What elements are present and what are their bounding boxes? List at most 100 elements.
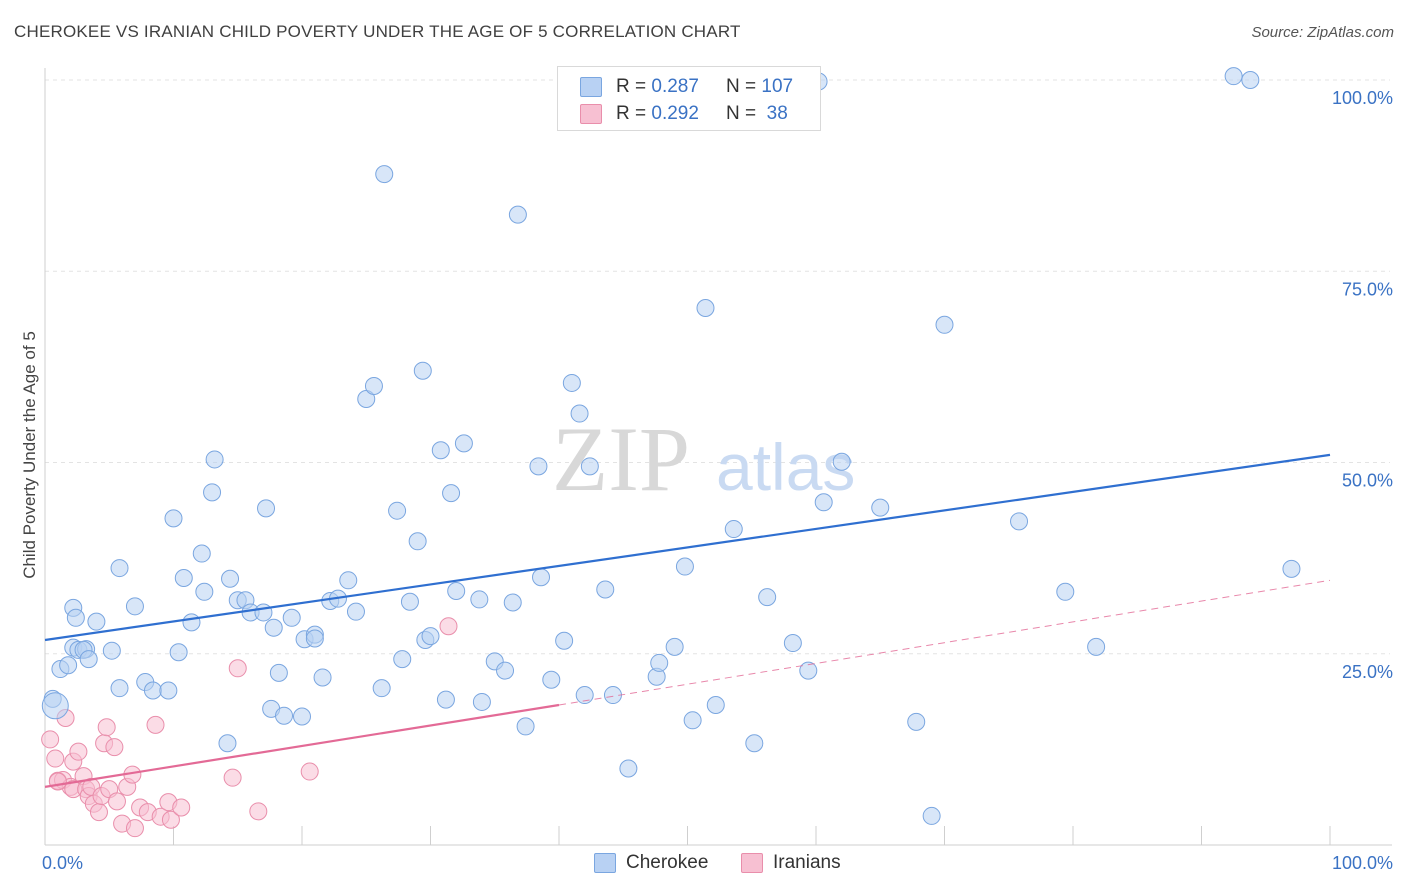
cherokee-point [218, 734, 237, 753]
cherokee-point [516, 717, 535, 736]
cherokee-point [203, 483, 222, 502]
legend-swatch-cherokee [580, 77, 602, 97]
iranian-point [41, 730, 60, 749]
cherokee-point [675, 557, 694, 576]
cherokee-point [496, 661, 515, 680]
legend-label-iranians: Iranians [773, 852, 841, 873]
cherokee-point [254, 603, 273, 622]
legend-n-label: N = [726, 103, 762, 124]
cherokee-point [87, 612, 106, 631]
cherokee-point [275, 706, 294, 725]
cherokee-point [596, 580, 615, 599]
grid-layer [45, 79, 1390, 655]
legend-item-iranians[interactable]: Iranians [741, 852, 841, 874]
cherokee-point [555, 631, 574, 650]
iranian-point [300, 762, 319, 781]
cherokee-point [192, 544, 211, 563]
cherokee-point [1282, 559, 1301, 578]
x-tick-label: 100.0% [1332, 853, 1393, 873]
trend-layer [44, 453, 1331, 788]
iranian-point [107, 792, 126, 811]
legend-r-label: R = [616, 76, 652, 97]
cherokee-point [221, 569, 240, 588]
cherokee-point [650, 653, 669, 672]
cherokee-point [143, 681, 162, 700]
cherokee-point [313, 668, 332, 687]
cherokee-point [508, 205, 527, 224]
cherokee-point [110, 559, 129, 578]
cherokee-point [529, 457, 548, 476]
cherokee-point [400, 592, 419, 611]
iranian-point [228, 659, 247, 678]
cherokee-point [580, 457, 599, 476]
cherokee-point [758, 588, 777, 607]
cherokee-point [814, 493, 833, 512]
cherokee-point [339, 571, 358, 590]
cherokee-point [1224, 67, 1243, 86]
cherokee-point [696, 298, 715, 317]
legend-swatch-iranians [741, 853, 763, 873]
cherokee-point [79, 650, 98, 669]
cherokee-point [125, 597, 144, 616]
legend-r-value: 0.287 [651, 76, 699, 97]
cherokee-point [454, 434, 473, 453]
cherokee-point [174, 569, 193, 588]
cherokee-point [413, 361, 432, 380]
cherokee-point [542, 670, 561, 689]
legend-row-cherokee: R = 0.287 N = 107 [580, 75, 793, 99]
cherokee-point [195, 582, 214, 601]
cherokee-point [575, 686, 594, 705]
watermark-atlas: atlas [716, 430, 855, 504]
iranian-point [89, 803, 108, 822]
y-tick-label: 100.0% [1332, 88, 1393, 108]
cherokee-point [159, 681, 178, 700]
iranian-point [69, 742, 88, 761]
cherokee-point [293, 707, 311, 726]
cherokee-point [799, 661, 818, 680]
legend-row-iranians: R = 0.292 N = 38 [580, 102, 788, 126]
cherokee-point [745, 734, 764, 753]
cherokee-point [470, 590, 489, 609]
correlation-legend: R = 0.287 N = 107 R = 0.292 N = 38 [557, 66, 821, 131]
cherokee-point [182, 613, 201, 632]
cherokee-point [562, 373, 581, 392]
iranian-point [46, 749, 65, 768]
legend-n-value: 107 [761, 76, 794, 97]
iranian-point [97, 718, 116, 737]
legend-item-cherokee[interactable]: Cherokee [594, 852, 708, 874]
iranian-point [223, 768, 242, 787]
legend-n-value: 38 [761, 103, 788, 124]
cherokee-point [436, 690, 455, 709]
cherokee-point [264, 618, 283, 637]
cherokee-point [110, 679, 129, 698]
cherokee-point [683, 711, 702, 730]
cherokee-point [282, 608, 301, 627]
watermark: ZIP atlas [552, 408, 855, 510]
iranian-point [146, 715, 165, 734]
iranian-point [105, 738, 124, 757]
cherokee-point [706, 696, 725, 715]
cherokee-point [393, 650, 412, 669]
cherokee-trend-line [44, 453, 1331, 642]
cherokee-point [832, 452, 851, 471]
cherokee-point [447, 582, 466, 601]
cherokee-point [1056, 582, 1075, 601]
axes-layer: 25.0% 50.0% 75.0% 100.0% 0.0% 100.0% [42, 68, 1393, 873]
cherokee-point [41, 692, 69, 720]
chart-title: CHEROKEE VS IRANIAN CHILD POVERTY UNDER … [14, 22, 741, 41]
legend-label-cherokee: Cherokee [626, 852, 709, 873]
cherokee-point [1241, 71, 1260, 89]
legend-r-value: 0.292 [651, 103, 699, 124]
cherokee-point [665, 637, 684, 656]
cherokee-point [503, 593, 522, 612]
series-legend: Cherokee Iranians [0, 852, 1406, 876]
cherokee-points [41, 67, 1301, 825]
cherokee-point [1087, 637, 1106, 656]
source-label: Source: ZipAtlas.com [1251, 24, 1394, 41]
cherokee-point [102, 641, 121, 660]
cherokee-point [164, 509, 183, 528]
cherokee-point [442, 484, 461, 503]
legend-swatch-iranians [580, 104, 602, 124]
iranian-point [172, 798, 191, 817]
